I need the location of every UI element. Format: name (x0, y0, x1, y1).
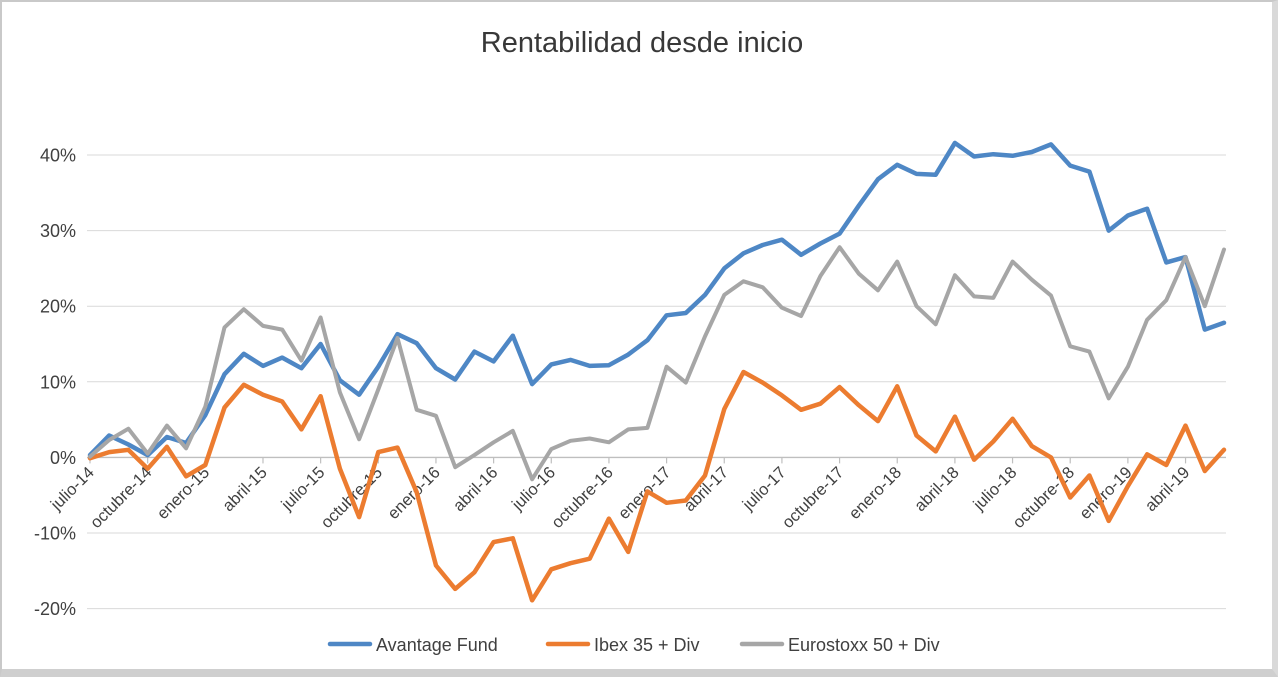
x-axis-label: enero-18 (846, 464, 905, 523)
x-axis-label: abril-18 (911, 464, 963, 516)
y-axis-label: 40% (40, 146, 76, 166)
series-line-ibex-35-div (87, 369, 1227, 603)
legend-label-ibex-35-div: Ibex 35 + Div (594, 635, 700, 655)
x-axis-label: julio-16 (508, 464, 559, 515)
legend: Avantage Fund Ibex 35 + Div Eurostoxx 50 +… (327, 635, 940, 655)
y-axis-label: 20% (40, 297, 76, 317)
x-axis-label: enero-16 (384, 464, 443, 523)
y-axis-label: 10% (40, 372, 76, 392)
legend-label-avantage-fund: Avantage Fund (376, 635, 498, 655)
legend-item-ibex-35-div: Ibex 35 + Div (545, 635, 700, 655)
x-axis-label: julio-17 (739, 464, 790, 515)
x-axis-label: julio-18 (969, 464, 1020, 515)
x-axis-label: julio-15 (277, 464, 328, 515)
x-axis-label: abril-19 (1142, 464, 1194, 516)
series-lines (87, 140, 1227, 603)
y-axis-label: 0% (50, 448, 76, 468)
gridlines (87, 154, 1226, 610)
legend-label-eurostoxx-50-div: Eurostoxx 50 + Div (788, 635, 940, 655)
y-axis-label: -20% (34, 599, 76, 619)
y-axis-label: -10% (34, 524, 76, 544)
series-line-avantage-fund (87, 140, 1227, 458)
x-axis-label: abril-16 (450, 464, 502, 516)
x-axis-label: octubre-18 (1010, 464, 1079, 533)
chart-title: Rentabilidad desde inicio (481, 27, 803, 59)
y-axis: 40% 30% 20% 10% 0% -10% -20% (34, 146, 76, 620)
x-axis-label: julio-14 (47, 464, 98, 515)
legend-item-avantage-fund: Avantage Fund (327, 635, 498, 655)
series-line-eurostoxx-50-div (88, 245, 1226, 482)
x-axis-label: octubre-14 (87, 464, 156, 533)
x-axis-label: abril-15 (219, 464, 271, 516)
y-axis-label: 30% (40, 221, 76, 241)
x-axis-label: octubre-17 (779, 464, 848, 533)
legend-item-eurostoxx-50-div: Eurostoxx 50 + Div (739, 635, 940, 655)
